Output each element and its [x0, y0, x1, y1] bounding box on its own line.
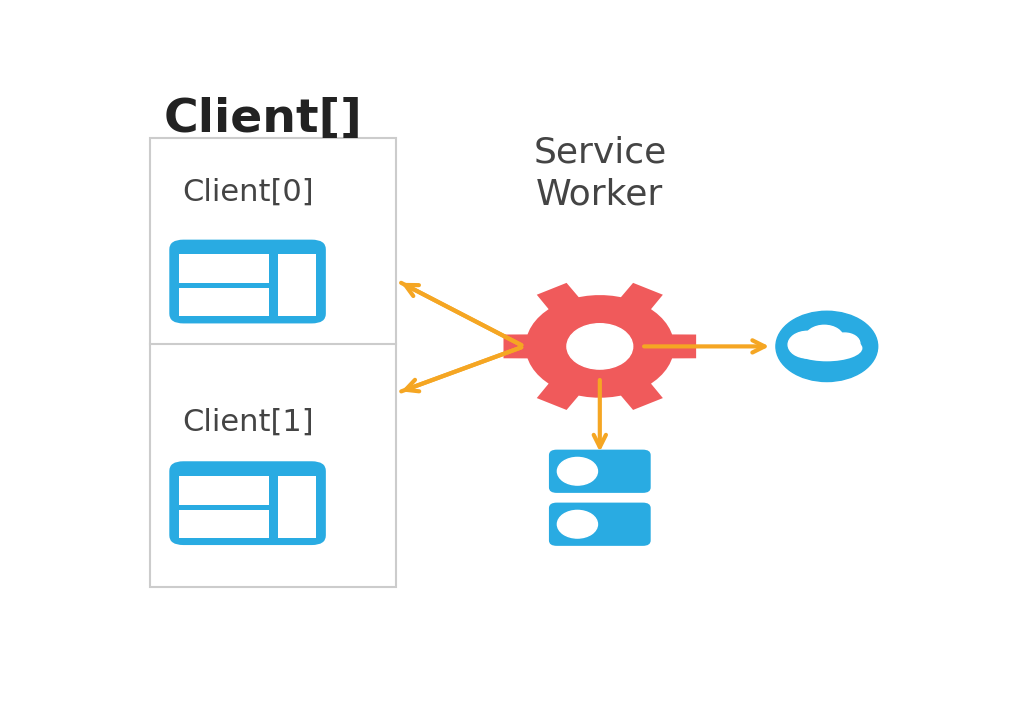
FancyArrowPatch shape	[594, 380, 606, 447]
FancyArrowPatch shape	[405, 285, 521, 345]
Circle shape	[567, 324, 632, 369]
Text: Client[0]: Client[0]	[182, 178, 313, 207]
FancyBboxPatch shape	[549, 503, 650, 546]
FancyBboxPatch shape	[180, 476, 270, 505]
FancyArrowPatch shape	[644, 340, 765, 352]
Polygon shape	[504, 283, 696, 410]
FancyArrowPatch shape	[401, 347, 521, 392]
Text: Service
Worker: Service Worker	[533, 135, 667, 211]
FancyBboxPatch shape	[170, 461, 326, 545]
Circle shape	[558, 510, 598, 538]
Ellipse shape	[791, 335, 863, 362]
Text: Client[]: Client[]	[164, 97, 363, 142]
FancyBboxPatch shape	[278, 254, 316, 317]
FancyBboxPatch shape	[549, 450, 650, 493]
Circle shape	[776, 311, 878, 382]
FancyArrowPatch shape	[406, 347, 521, 391]
FancyBboxPatch shape	[149, 138, 396, 587]
FancyArrowPatch shape	[401, 283, 521, 345]
Circle shape	[788, 331, 827, 358]
FancyBboxPatch shape	[278, 476, 316, 538]
FancyBboxPatch shape	[180, 254, 270, 283]
FancyBboxPatch shape	[180, 288, 270, 317]
Text: Client[1]: Client[1]	[182, 408, 313, 437]
FancyBboxPatch shape	[180, 510, 270, 538]
Circle shape	[829, 333, 860, 354]
FancyBboxPatch shape	[170, 239, 326, 324]
Circle shape	[558, 458, 598, 485]
Circle shape	[805, 325, 843, 352]
